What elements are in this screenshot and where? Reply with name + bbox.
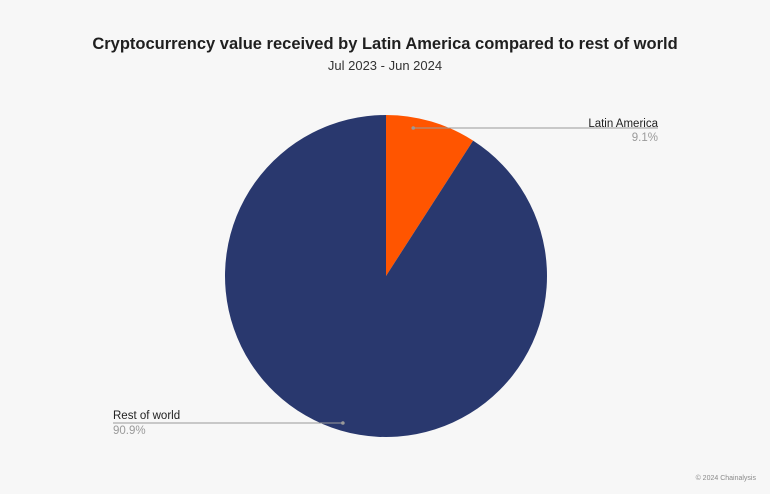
pie-slices [224,115,548,437]
pie-labels: Latin America 9.1% Rest of world 90.9% [113,118,659,437]
chart-subtitle: Jul 2023 - Jun 2024 [327,58,443,73]
slice-label-name: Rest of world [113,410,180,422]
copyright-credit: © 2024 Chainalysis [695,475,756,482]
slice-label-percent: 9.1% [632,132,658,144]
slice-label-name: Latin America [588,118,658,130]
leader-dot [341,421,345,425]
leader-dot [411,126,416,130]
slice-label-percent: 90.9% [113,425,146,437]
pie-slice-rest-of-world [224,115,548,437]
pie-slice-latin-america [386,115,474,276]
chart-title: Cryptocurrency value received by Latin A… [92,35,678,53]
